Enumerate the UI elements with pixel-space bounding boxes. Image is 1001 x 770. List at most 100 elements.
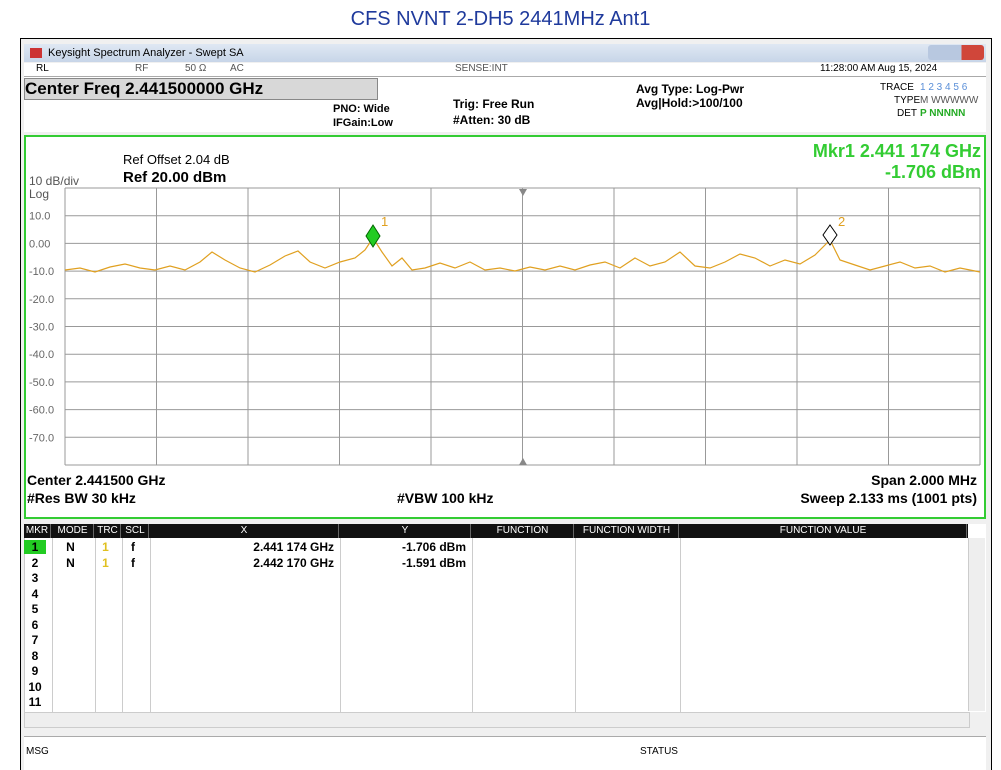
center-arrow-bottom	[519, 458, 527, 465]
table-header: FUNCTION VALUE	[680, 524, 967, 538]
h-scrollbar[interactable]	[24, 712, 970, 728]
y-label: -30.0	[29, 322, 54, 334]
table-cell: N	[66, 540, 75, 554]
table-cell: 1	[102, 555, 109, 570]
page-title: CFS NVNT 2-DH5 2441MHz Ant1	[350, 8, 651, 30]
status-rf: RF	[135, 63, 149, 74]
table-cell: 8	[31, 648, 39, 663]
status-rl: RL	[36, 63, 49, 74]
table-cell: 4	[31, 586, 39, 601]
marker-2[interactable]	[822, 224, 838, 246]
y-label: -10.0	[29, 266, 54, 278]
table-header: FUNCTION	[472, 524, 574, 538]
ref-level: Ref 20.00 dBm	[123, 169, 227, 186]
table-cell: 11	[28, 695, 42, 709]
center-arrow-top	[519, 189, 527, 196]
table-header: MKR	[24, 524, 51, 538]
center-freq[interactable]: Center Freq 2.441500000 GHz	[24, 78, 378, 100]
ref-offset: Ref Offset 2.04 dB	[123, 152, 230, 167]
log: Log	[29, 187, 50, 201]
col-line	[52, 538, 53, 712]
table-cell: -1.591 dBm	[401, 555, 466, 570]
col-line	[575, 538, 576, 712]
col-line	[150, 538, 151, 712]
trace-label: TRACE	[880, 82, 914, 93]
col-line	[24, 538, 25, 712]
marker-table: MKR MODE TRC SCL X Y FUNCTION FUNCTION WIDTH FUN…	[24, 524, 986, 712]
y-label: 10.0	[29, 211, 50, 223]
table-header: SCL	[122, 524, 149, 538]
status-datetime: 11:28:00 AM Aug 15, 2024	[820, 63, 938, 74]
col-line	[340, 538, 341, 712]
table-cell: N	[66, 555, 75, 570]
footer-bar	[24, 736, 986, 770]
type-label: TYPE	[894, 95, 921, 106]
marker-amp: -1.706 dBm	[884, 162, 981, 182]
table-header: MODE	[52, 524, 94, 538]
y-label: -60.0	[29, 405, 54, 417]
det-label: DET	[897, 108, 917, 119]
table-cell: 9	[31, 664, 39, 678]
table-cell: 1	[24, 540, 46, 554]
v-scrollbar[interactable]	[968, 538, 985, 711]
atten: #Atten: 30 dB	[453, 113, 531, 127]
y-label: 0.00	[29, 238, 50, 250]
avg-hold: Avg|Hold:>100/100	[636, 96, 743, 110]
table-header: Y	[340, 524, 471, 538]
y-label: -40.0	[29, 349, 54, 361]
table-cell: 5	[31, 602, 39, 616]
avg-type: Avg Type: Log-Pwr	[636, 82, 744, 96]
table-header: X	[150, 524, 339, 538]
col-line	[472, 538, 473, 712]
window-titlebar	[24, 44, 986, 62]
trig: Trig: Free Run	[453, 97, 535, 111]
trace	[64, 236, 981, 273]
table-cell: f	[131, 555, 135, 570]
table-header: TRC	[95, 524, 121, 538]
trace-value: 1 2 3 4 5 6	[920, 82, 968, 93]
status-coupling: AC	[230, 63, 244, 74]
marker-2-label: 2	[838, 214, 846, 229]
table-cell: 3	[31, 571, 39, 585]
table-cell: 2.442 170 GHz	[253, 555, 334, 570]
col-line	[680, 538, 681, 712]
col-line	[95, 538, 96, 712]
table-header-bg	[24, 524, 968, 538]
col-line	[122, 538, 123, 712]
status-bar	[24, 63, 986, 77]
pno: PNO: Wide	[333, 103, 390, 115]
table-cell: 7	[31, 633, 39, 647]
ifgain: IFGain:Low	[333, 117, 393, 129]
res-bw: #Res BW 30 kHz	[27, 490, 136, 506]
det-value: P NNNNN	[920, 108, 966, 119]
table-cell: 1	[102, 540, 109, 554]
y-label: -50.0	[29, 377, 54, 389]
window-buttons[interactable]	[928, 45, 984, 60]
scale: 10 dB/div	[29, 174, 80, 188]
table-cell: f	[131, 540, 135, 554]
window-title: Keysight Spectrum Analyzer - Swept SA	[48, 47, 244, 59]
center: Center 2.441500 GHz	[27, 472, 166, 488]
status-impedance: 50 Ω	[185, 63, 207, 74]
app-icon	[30, 48, 42, 58]
table-header: FUNCTION WIDTH	[575, 524, 679, 538]
y-label: -20.0	[29, 294, 54, 306]
marker-1-label: 1	[381, 214, 389, 229]
type-value: M WWWWW	[920, 95, 979, 106]
marker-1[interactable]	[365, 224, 381, 248]
sweep: Sweep 2.133 ms (1001 pts)	[800, 490, 977, 506]
y-label: -70.0	[29, 432, 54, 444]
marker-freq: Mkr1 2.441 174 GHz	[812, 141, 981, 161]
vbw: #VBW 100 kHz	[397, 490, 494, 506]
span: Span 2.000 MHz	[871, 472, 977, 488]
table-cell: -1.706 dBm	[401, 540, 466, 554]
msg: MSG	[26, 746, 49, 757]
table-cell: 10	[28, 679, 42, 694]
status: STATUS	[640, 746, 678, 757]
table-cell: 6	[31, 617, 39, 632]
table-cell: 2.441 174 GHz	[253, 540, 334, 554]
status-sense: SENSE:INT	[455, 63, 508, 74]
table-cell: 2	[31, 555, 39, 570]
